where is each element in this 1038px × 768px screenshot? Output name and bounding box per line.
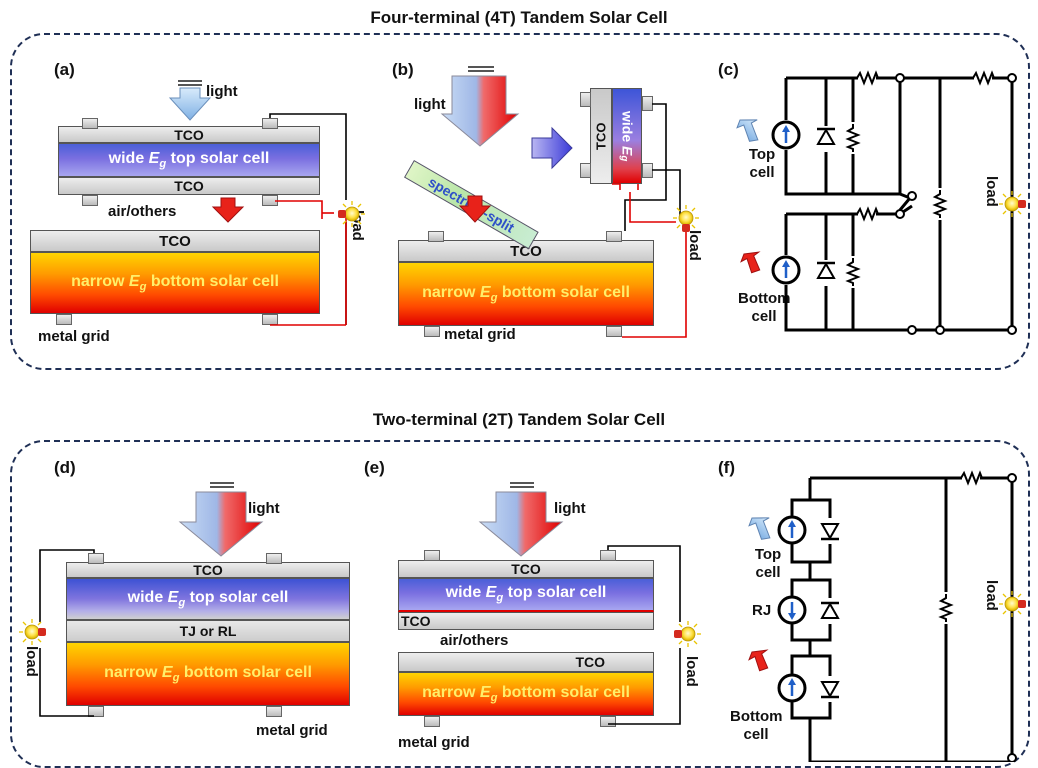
- bottom-light-arrow-f: [745, 643, 777, 675]
- grid-a3: [82, 195, 98, 206]
- grid-b2: [606, 231, 622, 242]
- title-4t: Four-terminal (4T) Tandem Solar Cell: [370, 8, 668, 27]
- narrow-cell-d: narrow Eg bottom solar cell: [66, 642, 350, 706]
- narrow-cell-b-label: narrow Eg bottom solar cell: [422, 283, 630, 305]
- grid-e4: [600, 716, 616, 727]
- panel-label-a: (a): [54, 60, 75, 79]
- bulb-icon-e: [673, 620, 702, 648]
- grid-a2: [262, 118, 278, 129]
- tco-d: TCO: [66, 562, 350, 578]
- top-cell-label-f: Top cell: [754, 546, 782, 581]
- metal-grid-label-a: metal grid: [38, 328, 110, 345]
- top-light-arrow-f: [744, 509, 780, 544]
- bulb-icon-a: [337, 200, 366, 228]
- narrow-cell-e: narrow Eg bottom solar cell: [398, 672, 654, 716]
- air-label-a: air/others: [108, 203, 177, 220]
- top-light-arrow-c: [732, 111, 768, 146]
- narrow-cell-a: narrow Eg bottom solar cell: [30, 252, 320, 314]
- grid-b3: [424, 326, 440, 337]
- metal-grid-label-b: metal grid: [444, 326, 516, 343]
- tco-top-a: TCO: [58, 126, 320, 143]
- panel-label-d: (d): [54, 458, 76, 477]
- narrow-cell-a-label: narrow Eg bottom solar cell: [71, 272, 279, 294]
- wide-cell-e-label: wide Eg top solar cell: [445, 584, 607, 605]
- panel-label-b: (b): [392, 60, 414, 79]
- grid-d4: [266, 706, 282, 717]
- title-2t: Two-terminal (2T) Tandem Solar Cell: [372, 410, 666, 429]
- grid-e1: [424, 550, 440, 561]
- bulb-icon-b: [672, 204, 700, 233]
- wide-cell-d: wide Eg top solar cell: [66, 578, 350, 620]
- light-label-d: light: [248, 500, 280, 517]
- rj-source-icon-f: [777, 595, 807, 625]
- grid-a5: [56, 314, 72, 325]
- wide-side-b-label: wide Eg: [618, 110, 636, 162]
- metal-grid-label-e: metal grid: [398, 734, 470, 751]
- tco-bottom-a: TCO: [30, 230, 320, 252]
- top-current-source-icon-f: [777, 515, 807, 545]
- grid-a1: [82, 118, 98, 129]
- rj-label-f: RJ: [752, 602, 772, 619]
- bulb-icon-d: [18, 618, 47, 646]
- light-arrow-a: [168, 80, 212, 121]
- narrow-cell-b: narrow Eg bottom solar cell: [398, 262, 654, 326]
- bulb-icon-f: [998, 590, 1027, 618]
- light-arrow-b: [440, 66, 520, 147]
- bottom-current-source-icon-f: [777, 673, 807, 703]
- bottom-cell-label-c: Bottom cell: [738, 290, 791, 325]
- wide-side-b: wide Eg: [612, 88, 642, 184]
- light-arrow-e: [478, 482, 564, 557]
- tco-b: TCO: [398, 240, 654, 262]
- panel-label-e: (e): [364, 458, 385, 477]
- tco-mid-a: TCO: [58, 177, 320, 195]
- wires-e: [607, 545, 681, 725]
- grid-d3: [88, 706, 104, 717]
- red-arrow-b: [458, 195, 492, 223]
- air-label-e: air/others: [440, 632, 509, 649]
- panel-label-f: (f): [718, 458, 735, 477]
- tco-top-e: TCO: [398, 560, 654, 578]
- violet-arrow-b: [531, 126, 573, 170]
- metal-grid-label-d: metal grid: [256, 722, 328, 739]
- bulb-icon-c: [998, 190, 1027, 218]
- grid-b1: [428, 231, 444, 242]
- circuit-c-components: [732, 72, 1027, 335]
- grid-e3: [424, 716, 440, 727]
- wide-cell-a: wide Eg top solar cell: [58, 143, 320, 177]
- panel-label-c: (c): [718, 60, 739, 79]
- tj-layer-d: TJ or RL: [66, 620, 350, 642]
- light-arrow-d: [178, 482, 264, 557]
- wide-cell-e: wide Eg top solar cell: [398, 578, 654, 612]
- grid-b6: [580, 163, 591, 178]
- grid-b4: [606, 326, 622, 337]
- top-current-source-icon: [771, 120, 801, 150]
- bottom-current-source-icon: [771, 255, 801, 285]
- grid-d1: [88, 553, 104, 564]
- bottom-light-arrow-c: [737, 245, 769, 277]
- circuit-c: [784, 76, 1014, 332]
- red-arrow-a: [211, 197, 245, 223]
- wires-d: [39, 549, 95, 717]
- light-label-a: light: [206, 83, 238, 100]
- wide-cell-a-label: wide Eg top solar cell: [108, 149, 270, 171]
- frame-4t: [10, 33, 1030, 370]
- grid-b5: [580, 92, 591, 107]
- light-label-b: light: [414, 96, 446, 113]
- circuit-f-components: [744, 472, 1027, 762]
- tco-bottom-e: TCO: [398, 652, 654, 672]
- grid-e2: [600, 550, 616, 561]
- wires-a: [269, 113, 347, 326]
- narrow-cell-e-label: narrow Eg bottom solar cell: [422, 683, 630, 705]
- wide-cell-d-label: wide Eg top solar cell: [127, 588, 289, 610]
- tco-mid-e: TCO: [398, 612, 654, 630]
- grid-d2: [266, 553, 282, 564]
- bottom-cell-label-f: Bottom cell: [730, 708, 783, 743]
- top-cell-label-c: Top cell: [748, 146, 776, 181]
- narrow-cell-d-label: narrow Eg bottom solar cell: [104, 663, 312, 685]
- light-label-e: light: [554, 500, 586, 517]
- wires-b: [612, 103, 687, 338]
